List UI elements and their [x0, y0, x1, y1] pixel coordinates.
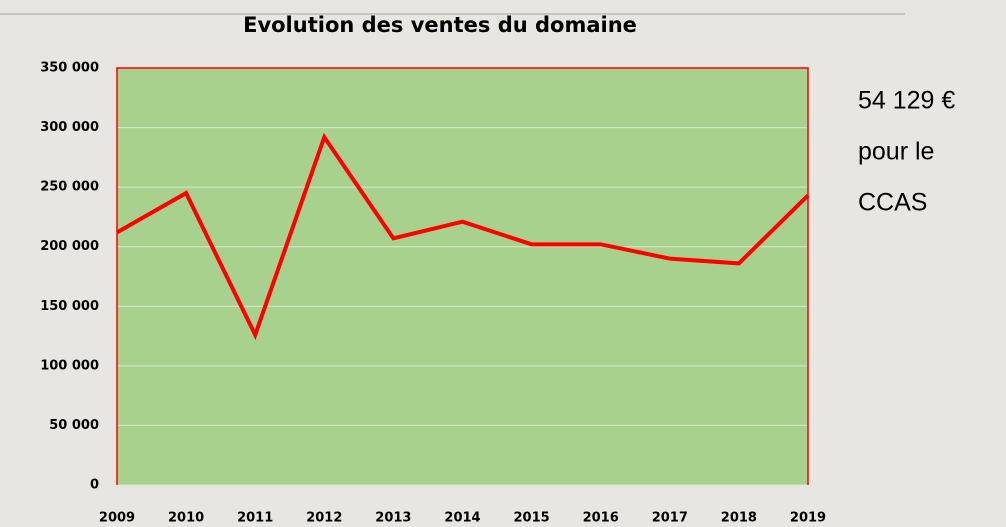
y-tick-label: 100 000: [40, 358, 99, 373]
x-tick-label: 2010: [168, 511, 204, 526]
x-tick-label: 2013: [375, 511, 411, 526]
x-tick-label: 2011: [237, 511, 273, 526]
chart-title: Evolution des ventes du domaine: [243, 13, 637, 37]
x-tick-label: 2014: [444, 511, 480, 526]
annotation: 54 129 €: [858, 87, 955, 115]
plot-border: [116, 67, 809, 485]
x-tick-label: 2019: [790, 511, 826, 526]
line-series: [116, 132, 810, 341]
y-tick-label: 350 000: [40, 61, 99, 76]
y-tick-label: 300 000: [40, 120, 99, 135]
y-tick-label: 0: [90, 478, 99, 493]
x-tick-label: 2009: [99, 511, 135, 526]
plot-area: [117, 68, 808, 485]
x-tick-label: 2017: [652, 511, 688, 526]
y-tick-label: 200 000: [40, 239, 99, 254]
y-tick-label: 150 000: [40, 299, 99, 314]
x-tick-label: 2016: [583, 511, 619, 526]
y-tick-label: 50 000: [49, 418, 99, 433]
x-tick-label: 2012: [306, 511, 342, 526]
y-tick-label: 250 000: [40, 180, 99, 195]
annotation: pour le: [858, 138, 934, 166]
x-tick-label: 2018: [721, 511, 757, 526]
x-tick-label: 2015: [514, 511, 550, 526]
annotation: CCAS: [858, 189, 927, 217]
